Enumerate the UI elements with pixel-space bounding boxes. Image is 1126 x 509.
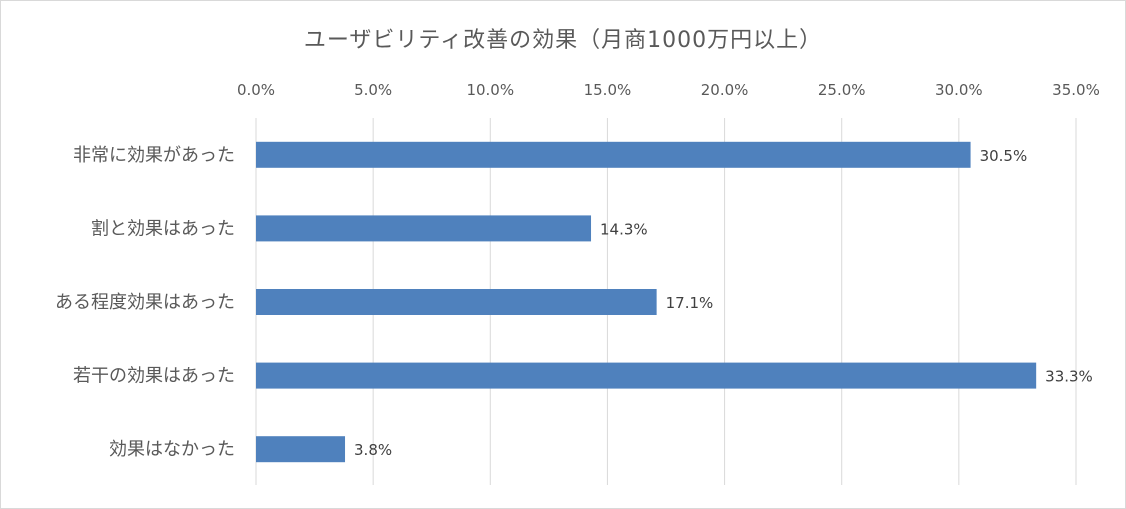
category-label: 効果はなかった [109,439,235,460]
data-label: 33.3% [1045,368,1093,386]
category-label: ある程度効果はあった [55,292,235,313]
bar [256,436,346,463]
x-tick-label: 0.0% [237,81,275,99]
category-label: 若干の効果はあった [73,366,235,387]
bars [256,141,1037,463]
data-label: 14.3% [600,220,648,238]
x-tick-label: 5.0% [354,81,392,99]
data-label: 30.5% [980,147,1028,165]
bar [256,215,592,242]
category-label: 割と効果はあった [91,218,235,239]
x-tick-label: 10.0% [466,81,514,99]
x-tick-label: 25.0% [818,81,866,99]
data-label: 3.8% [354,441,392,459]
data-labels: 30.5% 14.3% 17.1% 33.3% 3.8% [354,147,1093,459]
bar [256,289,657,315]
x-tick-label: 35.0% [1052,81,1100,99]
x-tick-label: 15.0% [584,81,632,99]
chart-title: ユーザビリティ改善の効果（月商1000万円以上） [303,28,823,53]
data-label: 17.1% [666,294,714,312]
x-axis-ticks: 0.0% 5.0% 10.0% 15.0% 20.0% 25.0% 30.0% 35.0% [237,81,1100,99]
x-tick-label: 20.0% [701,81,749,99]
category-labels: 非常に効果があった割と効果はあったある程度効果はあった若干の効果はあった効果はな… [55,145,235,460]
bar [256,141,971,168]
bar [256,362,1037,389]
x-tick-label: 30.0% [935,81,983,99]
category-label: 非常に効果があった [73,145,235,166]
